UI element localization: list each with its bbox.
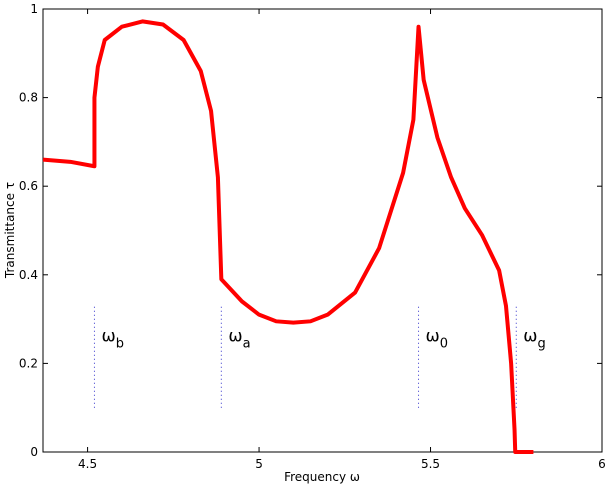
annotation-label: ω0 <box>426 326 449 351</box>
y-tick-label: 1 <box>30 2 38 16</box>
annotation-symbol: ω <box>523 326 537 346</box>
y-tick-label: 0 <box>30 445 38 459</box>
annotation-subscript: g <box>538 336 546 351</box>
annotation-symbol: ω <box>101 326 115 346</box>
annotation-subscript: a <box>243 336 251 351</box>
y-tick-label: 0.6 <box>19 179 38 193</box>
annotation-symbol: ω <box>228 326 242 346</box>
annotation-label: ωb <box>101 326 124 351</box>
plot-frame <box>42 8 603 453</box>
y-axis-label: Transmittance τ <box>3 182 17 279</box>
annotation-subscript: 0 <box>440 336 448 351</box>
y-tick-label: 0.4 <box>19 268 38 282</box>
y-tick-label: 0.2 <box>19 356 38 370</box>
x-axis-label: Frequency ω <box>284 470 360 484</box>
x-tick-label: 6 <box>598 457 606 471</box>
data-line <box>42 19 534 454</box>
annotation-subscript: b <box>116 336 124 351</box>
annotation-label: ωg <box>523 326 546 351</box>
y-tick-label: 0.8 <box>19 91 38 105</box>
annotation-symbol: ω <box>426 326 440 346</box>
x-tick-label: 5 <box>255 457 263 471</box>
annotation-label: ωa <box>228 326 250 351</box>
x-tick-label: 4.5 <box>78 457 97 471</box>
x-tick-label: 5.5 <box>421 457 440 471</box>
